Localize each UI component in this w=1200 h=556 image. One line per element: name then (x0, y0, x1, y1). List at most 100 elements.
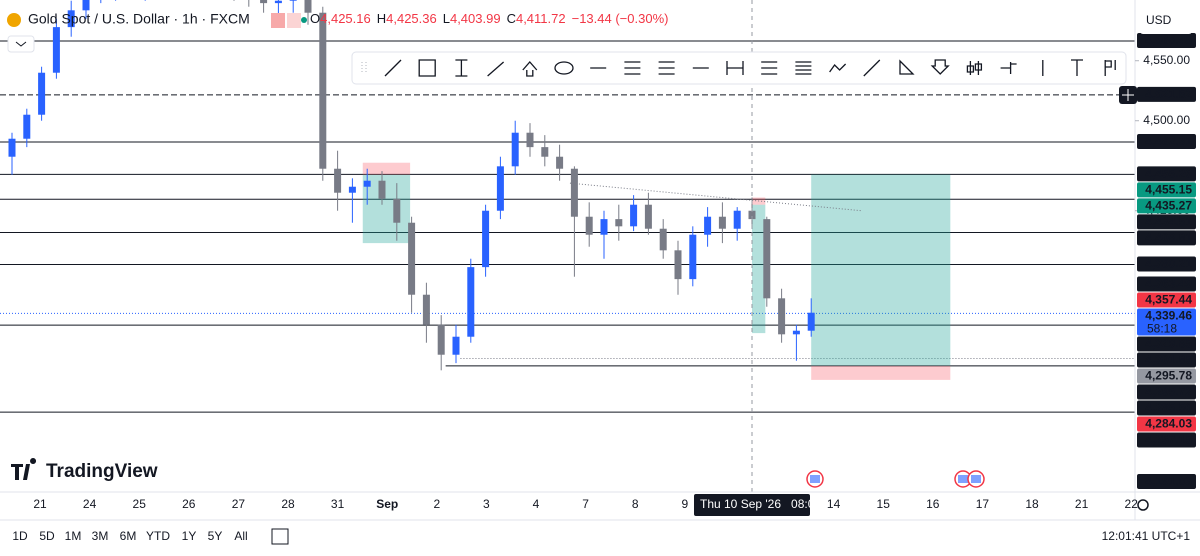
x-tick-label: 27 (232, 497, 246, 511)
price-tag-label: 4,284.03 (1145, 417, 1192, 431)
toolbar-icon[interactable] (761, 61, 778, 75)
candle-body (452, 336, 460, 355)
price-tag (1137, 256, 1196, 272)
candle-body (733, 210, 741, 229)
ohlc-value: 4,425.36 (386, 11, 437, 26)
toolbar-icon[interactable] (795, 61, 812, 75)
trend-line (569, 182, 862, 212)
toolbar-icon[interactable] (1071, 59, 1083, 76)
timeframe-button[interactable]: 1D (12, 529, 28, 543)
settings-icon[interactable] (1137, 499, 1149, 511)
toolbar-icons (361, 59, 1116, 77)
symbol-title[interactable]: Gold Spot / U.S. Dollar · 1h · FXCM (28, 11, 250, 27)
price-tag-label: 4,295.72 (1145, 385, 1192, 399)
timeframe-button[interactable]: 1M (65, 529, 82, 543)
x-tick-label: 21 (1075, 497, 1089, 511)
brand-logo (11, 458, 37, 480)
timeframe-button[interactable]: 1Y (182, 529, 197, 543)
price-tag-label: 4,521.52 (1145, 87, 1192, 101)
timeframe-button[interactable]: 5D (39, 529, 55, 543)
ohlc-values: O4,425.16 H4,425.36 L4,403.99 C4,411.72 −13.… (310, 11, 668, 26)
price-tag (1137, 308, 1196, 336)
toolbar-icon[interactable] (863, 59, 881, 77)
timeframes: 1D 5D 1M 3M 6M YTD 1Y 5Y All (12, 529, 247, 543)
timeframe-button[interactable]: YTD (146, 529, 170, 543)
price-tag-label: 4,482.31 (1145, 134, 1192, 148)
x-tick-label: 3 (483, 497, 490, 511)
currency-box[interactable] (1140, 8, 1192, 34)
event-flag-inner (810, 475, 820, 483)
status-badge (287, 13, 301, 28)
toolbar-icon[interactable] (966, 61, 983, 75)
timeframe-button[interactable]: 6M (120, 529, 137, 543)
currency[interactable]: USD (1146, 13, 1172, 27)
timeframe-button[interactable]: 3M (92, 529, 109, 543)
price-tag-label: 4,455.15 (1145, 183, 1192, 197)
candle-body (792, 330, 800, 335)
toolbar-icon[interactable] (658, 61, 675, 75)
candle-body (334, 168, 342, 193)
price-tag (1137, 400, 1196, 416)
x-tick-label: 7 (582, 497, 589, 511)
price-tag-label: 4,566.45 (1145, 33, 1192, 47)
position-stop (362, 162, 411, 175)
candle-body (704, 216, 712, 235)
price-tag (1137, 214, 1196, 230)
ohlc-label: L (443, 11, 450, 26)
candle-body (67, 10, 75, 28)
candle-body (319, 12, 327, 169)
price-tag (1137, 352, 1196, 368)
toolbar-icon[interactable] (930, 59, 950, 75)
price-tag-label: 4,363.49 (1145, 277, 1192, 291)
price-tag (1137, 230, 1196, 246)
x-tick-label: 21 (33, 497, 47, 511)
candle-body (408, 222, 416, 295)
brand-name: TradingView (46, 461, 158, 482)
price-tag (1137, 368, 1196, 384)
date-range-icon[interactable] (271, 528, 289, 545)
plus-icon (1122, 89, 1134, 101)
toolbar-icon[interactable] (624, 61, 641, 75)
toolbar-icon[interactable] (1000, 62, 1017, 74)
timeframe-button[interactable]: All (234, 529, 247, 543)
crosshair-label-box (694, 494, 810, 516)
price-tag (1137, 336, 1196, 352)
candle-body (437, 324, 445, 355)
candle-body (260, 0, 268, 4)
ohlc-label: O (310, 11, 320, 26)
toolbar-icon[interactable] (487, 61, 505, 77)
toolbar-icon[interactable] (522, 61, 538, 77)
x-tick-label: 18 (1025, 497, 1039, 511)
status-badge (271, 13, 285, 28)
toolbar-icon[interactable] (899, 59, 915, 75)
price-tag-label: 4,257.15 (1145, 433, 1192, 447)
toolbar-icon[interactable] (726, 61, 744, 75)
toolbar-icon[interactable] (1104, 60, 1116, 76)
x-tick-label: 9 (681, 497, 688, 511)
toolbar-icon[interactable] (829, 63, 847, 73)
candle-body (644, 204, 652, 229)
position-target (752, 204, 766, 334)
toolbar-icon[interactable] (554, 61, 574, 75)
price-tag (1137, 133, 1196, 149)
candle-body (511, 132, 519, 167)
price-tag (1137, 198, 1196, 214)
price-tag (1137, 292, 1196, 308)
toolbar-icon[interactable] (418, 59, 436, 77)
candle-body (600, 219, 608, 235)
price-tag-label: 4,455.26 (1145, 167, 1192, 181)
candle-body (274, 0, 282, 4)
collapse-icon (15, 41, 27, 47)
toolbar-icon[interactable] (384, 59, 402, 77)
timeframe-button[interactable]: 5Y (208, 529, 223, 543)
x-tick-label: 17 (976, 497, 990, 511)
plot-area (0, 0, 1135, 492)
crosshair-time: 08:00 (791, 497, 821, 511)
collapse-button[interactable] (7, 35, 35, 53)
toolbar-icon[interactable] (455, 59, 468, 77)
candle-body (674, 250, 682, 280)
candle-body (38, 72, 46, 115)
event-flag-inner (971, 475, 981, 483)
